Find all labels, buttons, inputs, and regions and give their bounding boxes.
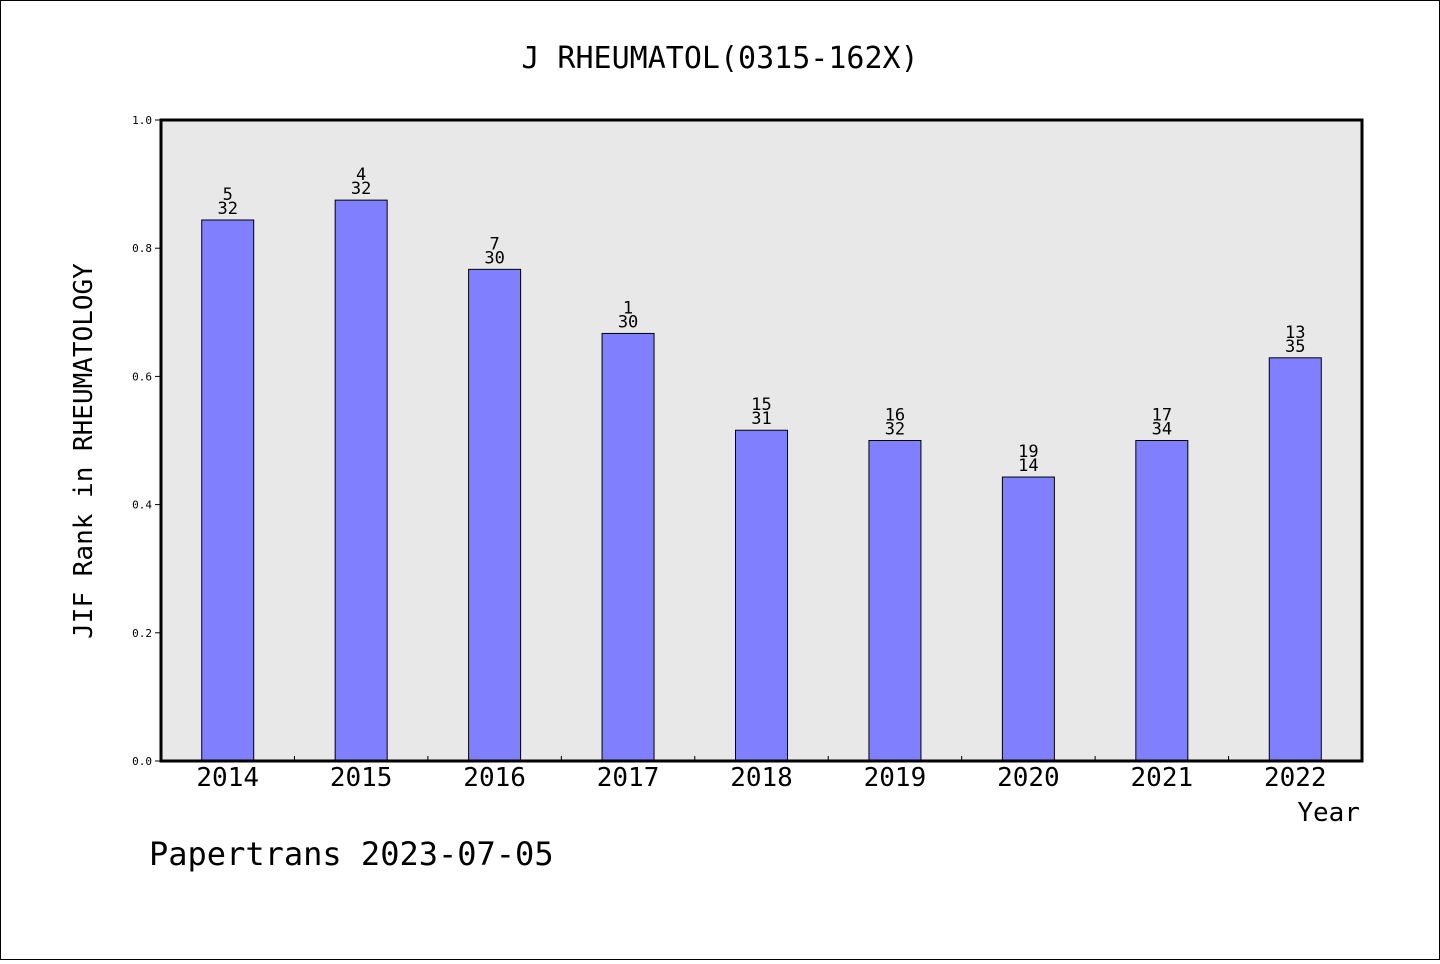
x-axis-label: Year	[1297, 798, 1360, 828]
x-tick-label: 2019	[864, 763, 927, 793]
bar-2020	[1001, 476, 1055, 762]
bar-total-label: 14	[1018, 456, 1038, 476]
plot-border	[159, 118, 1364, 763]
bar-total-label: 30	[484, 248, 504, 268]
bar-total-label: 31	[751, 409, 771, 429]
y-tick-label: 0.6	[132, 370, 152, 383]
x-tick-label: 2020	[997, 763, 1060, 793]
x-tick-label: 2015	[330, 763, 393, 793]
bar-2017	[601, 332, 655, 762]
x-tick-label: 2014	[196, 763, 259, 793]
y-tick-label: 0.2	[132, 627, 152, 640]
x-tick-label: 2022	[1264, 763, 1327, 793]
x-axis: 2014 2015 2016 2017 2018 2019 2020 2021 2022	[196, 756, 1327, 793]
bar-rank-label: 17	[1152, 406, 1172, 426]
bar-rank-label: 4	[356, 165, 366, 185]
bar-2016	[468, 268, 522, 762]
bar-rank-label: 19	[1018, 442, 1038, 462]
bar-total-label: 32	[885, 420, 905, 440]
bar-total-label: 30	[618, 312, 638, 332]
bar-rank-label: 16	[885, 406, 905, 426]
bar-total-label: 34	[1152, 420, 1172, 440]
bar-2015	[334, 199, 388, 762]
x-tick-label: 2017	[597, 763, 660, 793]
bar-total-label: 32	[351, 179, 371, 199]
x-tick-label: 2016	[463, 763, 526, 793]
y-tick-label: 0.0	[132, 755, 152, 768]
y-axis-label: JIF Rank in RHEUMATOLOGY	[69, 263, 99, 639]
bar-rank-label: 7	[489, 234, 499, 254]
bar-rank-label: 5	[223, 185, 233, 205]
chart-title: J RHEUMATOL(0315-162X)	[521, 41, 918, 76]
x-tick-label: 2018	[730, 763, 793, 793]
bar-2021	[1135, 440, 1189, 762]
bar-2018	[735, 429, 788, 762]
bar-rank-label: 1	[623, 298, 633, 318]
bar-2014	[201, 219, 255, 762]
y-tick-label: 0.4	[132, 499, 152, 512]
bar-total-label: 35	[1285, 337, 1305, 357]
y-tick-label: 0.8	[132, 242, 152, 255]
bar-rank-label: 15	[751, 395, 771, 415]
bar-total-label: 32	[217, 199, 237, 219]
x-tick-label: 2021	[1131, 763, 1194, 793]
y-tick-label: 1.0	[132, 114, 152, 127]
y-axis: 0.0 0.2 0.4 0.6 0.8 1.0	[132, 114, 161, 768]
bar-2022	[1268, 357, 1322, 762]
bar-rank-label: 13	[1285, 323, 1305, 343]
bar-2019	[868, 440, 922, 762]
footer-text: Papertrans 2023-07-05	[149, 835, 554, 873]
